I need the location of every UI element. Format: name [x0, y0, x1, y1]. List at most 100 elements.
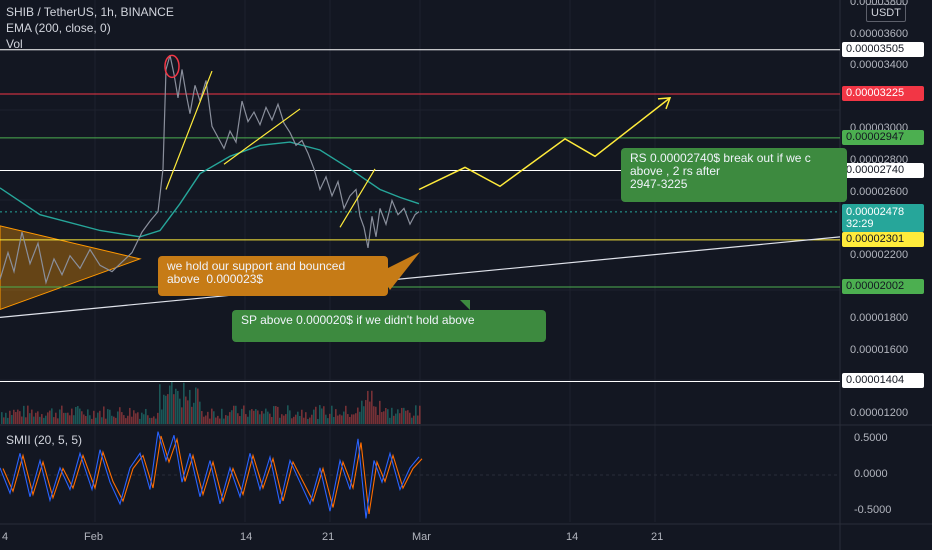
volume-bar [59, 409, 61, 424]
volume-bar [387, 409, 389, 424]
volume-bar [139, 418, 141, 424]
price-level-tag[interactable]: 0.00002740 [842, 162, 924, 178]
volume-bar [317, 418, 319, 424]
volume-bar [45, 415, 47, 424]
volume-indicator-label[interactable]: Vol [6, 37, 23, 51]
price-level-tag[interactable]: 0.00002301 [842, 231, 924, 247]
volume-bar [233, 405, 235, 424]
volume-bar [53, 417, 55, 424]
y-tick-label: 0.00003600 [850, 27, 909, 40]
volume-bar [235, 405, 237, 424]
last-price-tag[interactable]: 0.00002478 32:29 [842, 203, 924, 232]
volume-bar [237, 413, 239, 424]
annotation-callout[interactable]: SP above 0.000020$ if we didn't hold abo… [232, 310, 546, 342]
volume-bar [305, 412, 307, 424]
price-level-tag[interactable]: 0.00002002 [842, 279, 924, 295]
volume-bar [323, 406, 325, 424]
volume-bar [211, 408, 213, 424]
volume-bar [149, 417, 151, 424]
volume-bar [17, 409, 19, 424]
volume-bar [9, 410, 11, 424]
volume-bar [311, 414, 313, 424]
volume-bar [315, 406, 317, 424]
volume-bar [417, 415, 419, 424]
volume-bar [389, 417, 391, 424]
volume-bar [57, 418, 59, 424]
volume-bar [295, 414, 297, 424]
price-level-tag[interactable]: 0.00003225 [842, 85, 924, 101]
volume-bar [69, 415, 71, 424]
volume-bar [335, 409, 337, 424]
volume-bar [217, 415, 219, 424]
price-level-tag[interactable]: 0.00001404 [842, 373, 924, 389]
volume-bar [199, 401, 201, 424]
volume-bar [409, 412, 411, 424]
volume-bar [231, 410, 233, 424]
volume-bar [419, 405, 421, 424]
volume-bar [189, 389, 191, 424]
volume-bar [3, 417, 5, 424]
volume-bar [353, 414, 355, 424]
volume-bar [257, 410, 259, 424]
volume-bar [117, 411, 119, 424]
currency-button[interactable]: USDT [866, 4, 906, 22]
ema-indicator-label[interactable]: EMA (200, close, 0) [6, 21, 111, 35]
volume-bar [243, 405, 245, 424]
volume-bar [183, 382, 185, 424]
volume-bar [271, 417, 273, 424]
volume-bar [121, 412, 123, 424]
y-tick-label: 0.00002600 [850, 185, 909, 198]
projection-path [418, 97, 671, 191]
volume-bar [225, 415, 227, 424]
volume-bar [251, 409, 253, 424]
volume-bar [343, 411, 345, 424]
volume-bar [71, 408, 73, 424]
smi-indicator-label[interactable]: SMII (20, 5, 5) [6, 433, 83, 447]
volume-bar [259, 414, 261, 424]
volume-bar [197, 388, 199, 424]
volume-bar [29, 413, 31, 424]
volume-bar [279, 417, 281, 424]
volume-bar [273, 406, 275, 424]
volume-bar [25, 417, 27, 424]
annotation-callout[interactable]: we hold our support and bounced above 0.… [158, 256, 388, 296]
x-tick-label: 21 [651, 531, 664, 543]
volume-bar [333, 416, 335, 424]
volume-bar [23, 405, 25, 424]
volume-bar [265, 408, 267, 424]
price-level-tag[interactable]: 0.00003505 [842, 41, 924, 57]
volume-bar [35, 412, 37, 424]
volume-bar [185, 396, 187, 424]
volume-bar [371, 390, 373, 424]
volume-bar [101, 417, 103, 424]
volume-bar [383, 411, 385, 424]
callout-tail [380, 252, 420, 290]
volume-bar [245, 414, 247, 424]
annotation-callout[interactable]: RS 0.00002740$ break out if we c above ,… [621, 148, 847, 202]
volume-bar [227, 415, 229, 424]
volume-bar [61, 405, 63, 424]
volume-bar [11, 415, 13, 424]
volume-bar [289, 410, 291, 424]
volume-bar [239, 416, 241, 424]
price-level-tag[interactable]: 0.00002947 [842, 129, 924, 145]
volume-bar [283, 415, 285, 424]
callout-tail [460, 300, 470, 310]
volume-bar [145, 408, 147, 424]
volume-bar [219, 418, 221, 424]
volume-bar [147, 415, 149, 424]
volume-bar [77, 406, 79, 424]
volume-bar [357, 407, 359, 424]
volume-bar [215, 417, 217, 424]
volume-bar [143, 414, 145, 424]
volume-bar [287, 405, 289, 424]
volume-bar [413, 415, 415, 424]
volume-bar [209, 418, 211, 424]
volume-bar [299, 415, 301, 424]
smi-line [0, 431, 420, 519]
volume-bar [131, 416, 133, 424]
volume-bar [79, 408, 81, 424]
volume-bar [179, 398, 181, 424]
volume-bar [103, 406, 105, 424]
